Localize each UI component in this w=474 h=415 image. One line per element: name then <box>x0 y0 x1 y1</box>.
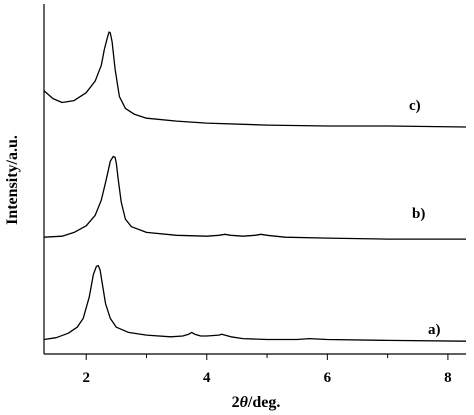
axes <box>43 4 466 355</box>
x-axis-label: 2θ/deg. <box>232 394 281 411</box>
curve-label-a: a) <box>428 322 441 338</box>
curve-a <box>43 264 467 342</box>
x-axis-label-symbol: θ <box>240 394 249 411</box>
x-tick-label: 8 <box>444 370 452 386</box>
x-ticks: 2 4 6 8 <box>82 354 452 386</box>
x-tick-label: 4 <box>203 370 211 386</box>
x-tick-label: 6 <box>324 370 332 386</box>
curve-b <box>43 155 466 240</box>
x-axis-label-suffix: /deg. <box>247 394 280 411</box>
curve-labels: a) b) c) <box>409 98 441 338</box>
xrd-curves <box>43 31 467 342</box>
curve-c <box>43 31 467 128</box>
x-axis-label-prefix: 2 <box>232 394 240 411</box>
curve-label-b: b) <box>412 206 425 222</box>
x-tick-label: 2 <box>82 370 90 386</box>
curve-label-c: c) <box>409 98 421 114</box>
y-axis-label: Intensity/a.u. <box>4 135 21 225</box>
